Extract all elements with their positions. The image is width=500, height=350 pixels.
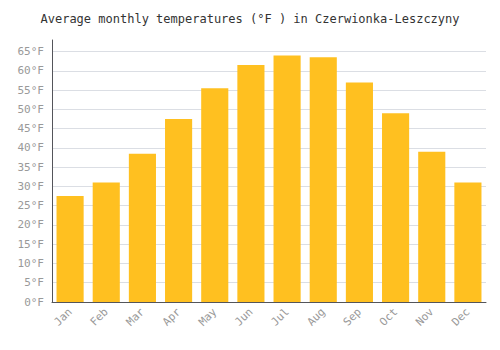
svg-text:Jan: Jan xyxy=(51,305,74,328)
svg-text:Mar: Mar xyxy=(124,305,147,328)
svg-text:Jun: Jun xyxy=(232,305,255,328)
svg-text:50°F: 50°F xyxy=(18,103,45,116)
svg-text:Jul: Jul xyxy=(268,305,291,328)
svg-text:10°F: 10°F xyxy=(18,257,45,270)
svg-text:40°F: 40°F xyxy=(18,141,45,154)
svg-text:Average monthly temperatures (: Average monthly temperatures (°F ) in Cz… xyxy=(40,12,459,26)
svg-text:60°F: 60°F xyxy=(18,64,45,77)
svg-text:30°F: 30°F xyxy=(18,180,45,193)
svg-text:0°F: 0°F xyxy=(24,296,44,309)
svg-text:55°F: 55°F xyxy=(18,84,45,97)
svg-text:Feb: Feb xyxy=(88,305,111,328)
svg-text:25°F: 25°F xyxy=(18,199,45,212)
svg-text:Dec: Dec xyxy=(449,305,472,328)
svg-text:Sep: Sep xyxy=(341,305,364,328)
svg-text:Apr: Apr xyxy=(160,305,183,328)
svg-text:35°F: 35°F xyxy=(18,161,45,174)
svg-text:45°F: 45°F xyxy=(18,122,45,135)
svg-text:Aug: Aug xyxy=(305,305,328,328)
svg-text:15°F: 15°F xyxy=(18,238,45,251)
svg-text:Oct: Oct xyxy=(377,305,400,328)
svg-text:Nov: Nov xyxy=(413,305,436,328)
svg-text:65°F: 65°F xyxy=(18,45,45,58)
svg-text:5°F: 5°F xyxy=(24,276,44,289)
svg-text:20°F: 20°F xyxy=(18,218,45,231)
svg-text:May: May xyxy=(196,305,219,328)
